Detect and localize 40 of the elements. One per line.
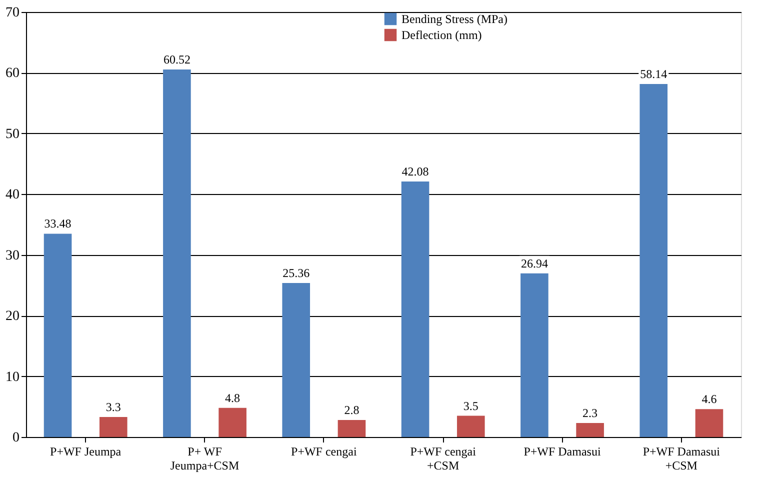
bar xyxy=(520,273,548,437)
x-tick-label: P+WF Damasui xyxy=(524,444,602,458)
y-tick-label: 20 xyxy=(6,309,20,324)
data-label: 42.08 xyxy=(402,164,429,179)
bar xyxy=(401,182,430,437)
bar xyxy=(44,234,72,437)
data-label: 4.8 xyxy=(225,390,240,405)
legend-label: Bending Stress (MPa) xyxy=(402,12,508,26)
bar xyxy=(163,70,191,437)
bar xyxy=(456,416,485,437)
data-label: 4.6 xyxy=(702,392,717,406)
data-label: 33.48 xyxy=(44,216,72,231)
y-tick-label: 70 xyxy=(6,6,20,20)
y-tick-label: 0 xyxy=(12,430,20,446)
data-label: 60.52 xyxy=(163,52,190,67)
data-label: 3.3 xyxy=(106,400,121,414)
bar xyxy=(576,423,604,437)
data-label: 2.8 xyxy=(344,403,360,417)
y-tick-label: 50 xyxy=(6,126,20,142)
data-label: 58.14 xyxy=(640,67,668,82)
data-label: 26.94 xyxy=(520,256,548,270)
bar xyxy=(282,283,310,437)
y-tick-label: 10 xyxy=(6,370,20,385)
x-tick-label: P+WF Jeumpa xyxy=(50,444,122,458)
x-tick-label: P+ WF Jeumpa+CSM xyxy=(170,444,240,472)
data-label: 3.5 xyxy=(463,398,478,413)
x-tick-label: P+WF cengai +CSM xyxy=(410,444,477,472)
data-label: 25.36 xyxy=(282,266,310,280)
bar xyxy=(338,420,366,437)
y-tick-label: 30 xyxy=(6,248,20,264)
legend-label: Deflection (mm) xyxy=(402,28,482,42)
y-tick-label: 60 xyxy=(6,66,20,82)
data-label: 2.3 xyxy=(582,406,598,420)
bar xyxy=(640,84,668,437)
x-tick-label: P+WF cengai xyxy=(291,444,358,458)
bar xyxy=(218,408,246,437)
x-tick-label: P+WF Damasui +CSM xyxy=(642,444,721,472)
bar xyxy=(99,416,128,437)
y-tick-label: 40 xyxy=(6,188,20,203)
bar xyxy=(695,409,724,437)
